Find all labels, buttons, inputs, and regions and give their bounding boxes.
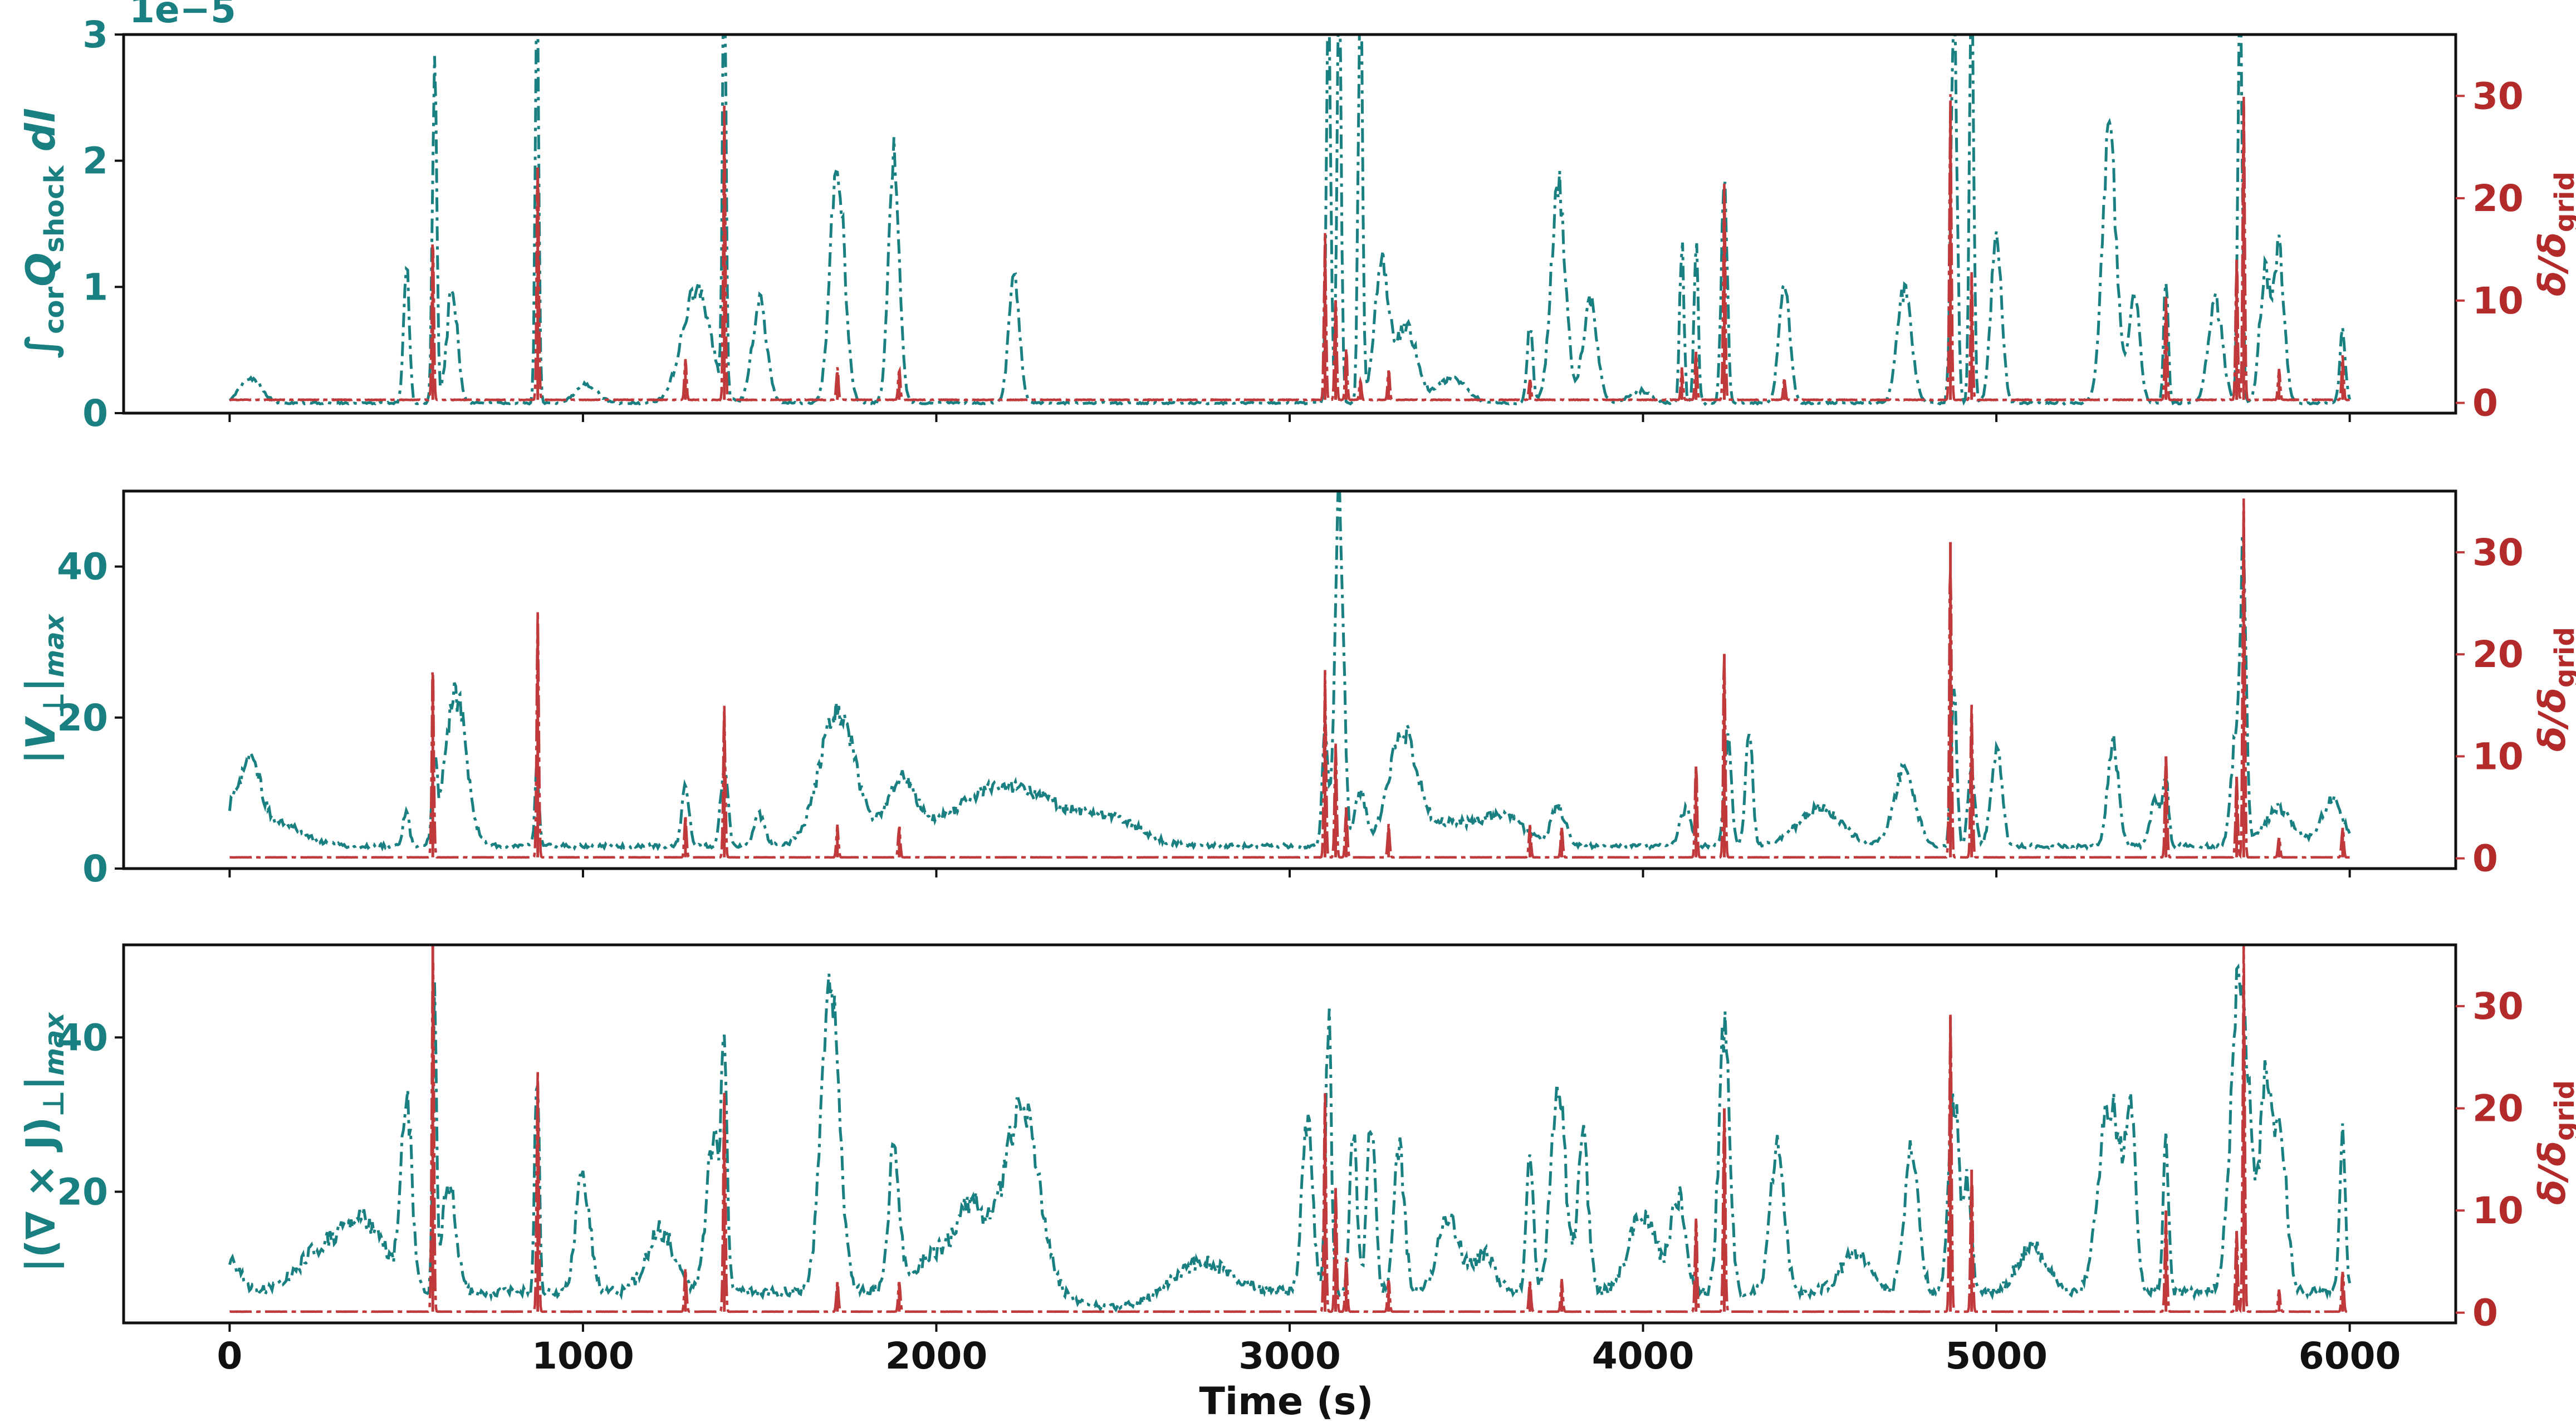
left-tick-label: 0	[82, 847, 108, 890]
right-tick-label: 30	[2472, 985, 2524, 1028]
x-axis-label: Time (s)	[1199, 1380, 1374, 1422]
right-ticks-1: 0 10 20 30	[2456, 75, 2524, 425]
x-tick-label: 3000	[1238, 1335, 1341, 1377]
left-tick-label: 20	[57, 697, 108, 739]
right-tick-label: 0	[2472, 1292, 2498, 1335]
x-tick-label: 5000	[1945, 1335, 2048, 1377]
left-series-line	[228, 35, 2352, 406]
ylabel-left-1: ∫corQshock dl	[17, 109, 70, 359]
x-tick-label: 4000	[1592, 1335, 1695, 1377]
left-tick-label: 3	[82, 13, 108, 56]
left-tick-label: 1	[82, 266, 108, 308]
series-delta-ratio-2	[229, 498, 2350, 859]
right-tick-label: 10	[2472, 1189, 2524, 1232]
left-offset-label: 1e−5	[129, 0, 236, 31]
right-series-line	[229, 498, 2350, 859]
ylabel-left-3: |(∇ × J)⊥|max	[17, 1012, 71, 1273]
x-ticks-2	[228, 869, 2351, 877]
x-tick-label: 2000	[885, 1335, 988, 1377]
series-vperp	[228, 491, 2351, 852]
right-tick-label: 30	[2472, 75, 2524, 117]
series-curl-j	[228, 963, 2352, 1313]
right-ticks-2: 0 10 20 30	[2456, 531, 2524, 880]
right-tick-label: 10	[2472, 280, 2524, 322]
ylabel-left-2: |V⊥|max	[17, 613, 71, 764]
left-tick-label: 20	[57, 1170, 108, 1213]
x-tick-label: 1000	[532, 1335, 634, 1377]
x-ticks-3: 0 1000 2000 3000 4000 5000 6000	[217, 1323, 2401, 1377]
right-tick-label: 0	[2472, 382, 2498, 425]
x-ticks-1	[228, 413, 2351, 422]
left-series-line	[228, 963, 2352, 1313]
left-tick-label: 2	[82, 140, 108, 183]
right-tick-label: 0	[2472, 837, 2498, 880]
right-tick-label: 20	[2472, 633, 2524, 676]
ylabel-right-2: δ/δgrid	[2531, 627, 2576, 752]
x-tick-label: 0	[217, 1335, 242, 1377]
right-tick-label: 10	[2472, 735, 2524, 778]
series-delta-ratio-1	[229, 94, 2350, 402]
left-ticks-2: 0 20 40	[57, 546, 124, 890]
right-tick-label: 20	[2472, 177, 2524, 220]
right-tick-label: 20	[2472, 1087, 2524, 1130]
series-delta-ratio-3	[229, 945, 2350, 1313]
right-ticks-3: 0 10 20 30	[2456, 985, 2524, 1335]
left-ticks-1: 0 1 2 3	[82, 13, 124, 435]
right-tick-label: 30	[2472, 531, 2524, 574]
left-tick-label: 40	[57, 1016, 108, 1059]
left-tick-label: 40	[57, 546, 108, 589]
right-series-line	[229, 94, 2350, 402]
x-tick-label: 6000	[2299, 1335, 2401, 1377]
right-series-line	[229, 945, 2350, 1313]
series-shock-heating	[228, 35, 2352, 406]
panel-vperp: 0 20 40 0 10 20 30 |V⊥|max δ/δgrid	[17, 489, 2576, 890]
panel-shock-heating: 0 1 2 3 0 10 20 30 1e−5 ∫corQshock dl δ/δgrid	[17, 0, 2576, 435]
ylabel-right-1: δ/δgrid	[2531, 171, 2576, 296]
ylabel-right-3: δ/δgrid	[2531, 1080, 2576, 1205]
left-tick-label: 0	[82, 392, 108, 435]
left-series-line	[228, 491, 2351, 852]
